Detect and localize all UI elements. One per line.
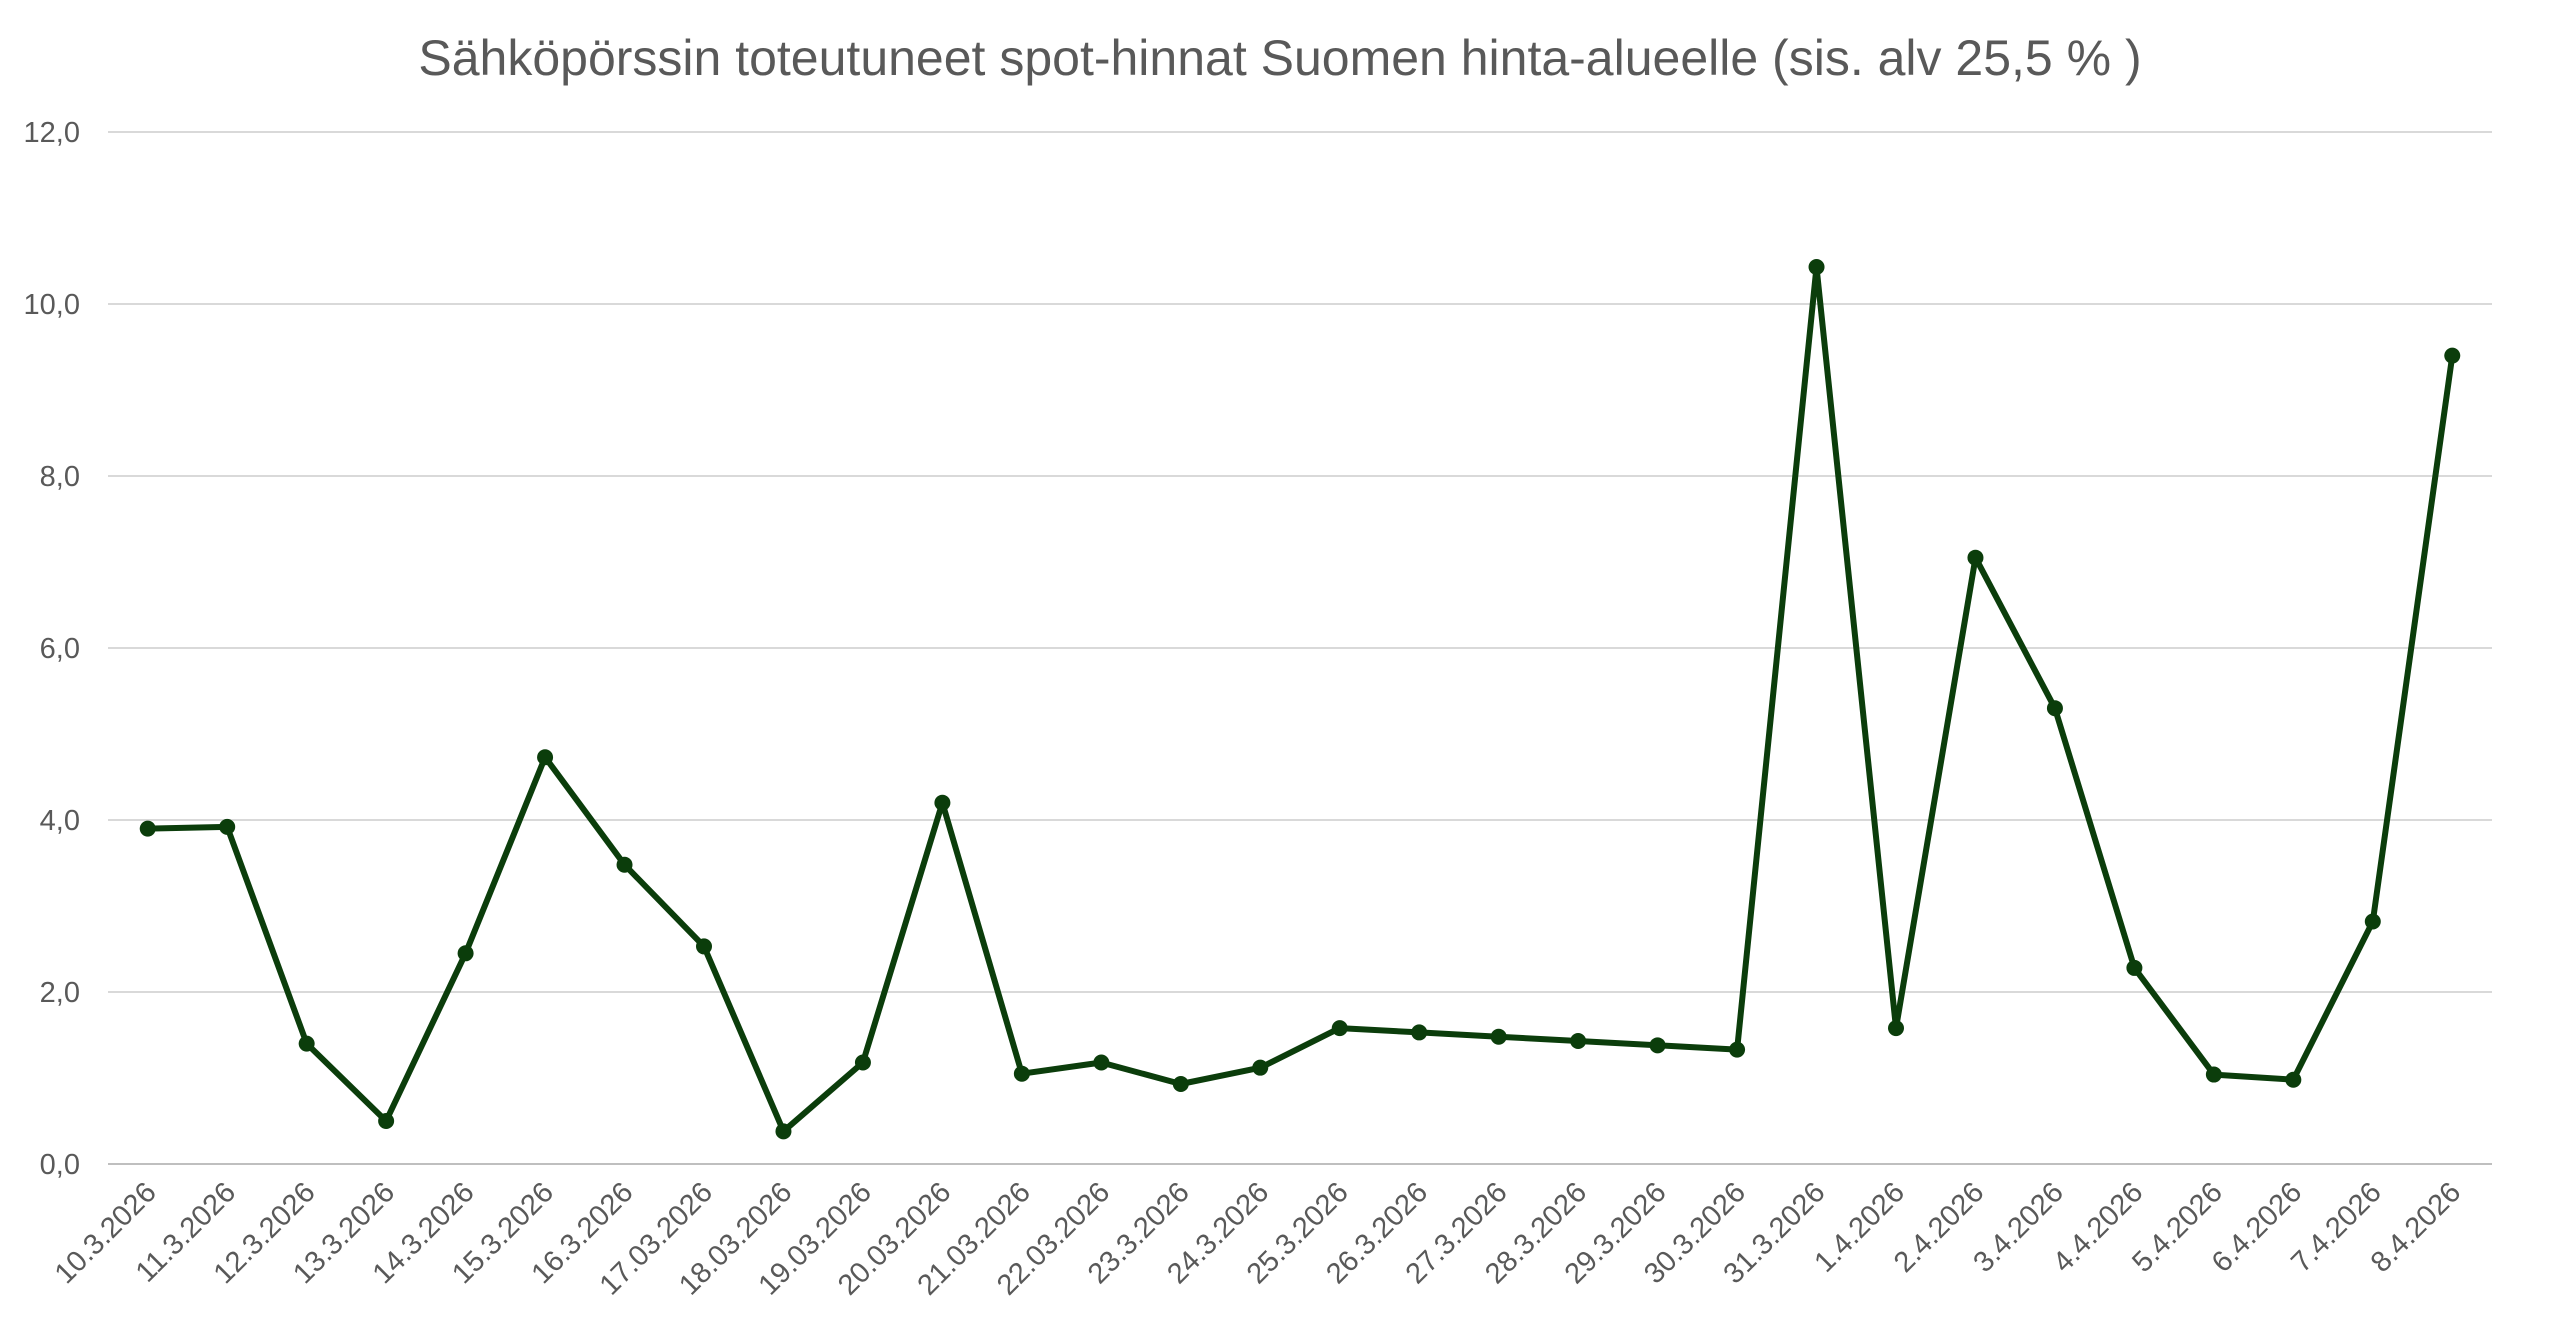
data-point: [616, 856, 633, 873]
data-point: [298, 1035, 315, 1052]
y-tick-label: 0,0: [40, 1149, 80, 1181]
data-point: [2126, 959, 2143, 976]
data-point: [1490, 1028, 1507, 1045]
data-point: [1649, 1037, 1666, 1054]
data-point: [1093, 1054, 1110, 1071]
data-point: [1013, 1065, 1030, 1082]
data-point: [1729, 1041, 1746, 1058]
data-point: [1331, 1020, 1348, 1037]
data-point: [2046, 700, 2063, 717]
y-tick-label: 8,0: [40, 461, 80, 493]
data-point: [1888, 1020, 1904, 1037]
data-point: [139, 820, 156, 837]
data-point: [1252, 1059, 1269, 1076]
y-tick-label: 4,0: [40, 805, 80, 837]
data-point: [696, 938, 712, 955]
data-point: [2444, 347, 2461, 364]
data-point: [457, 945, 474, 962]
data-point: [1411, 1024, 1428, 1041]
data-point: [1967, 549, 1984, 566]
data-point: [934, 794, 951, 811]
gridlines: [108, 131, 2492, 1165]
data-point: [854, 1054, 871, 1071]
data-point: [1570, 1033, 1587, 1050]
data-point: [537, 749, 554, 766]
y-tick-label: 10,0: [24, 289, 80, 321]
chart-title: Sähköpörssin toteutuneet spot-hinnat Suo…: [418, 30, 2141, 86]
data-point: [2285, 1071, 2302, 1088]
data-point: [775, 1123, 792, 1140]
data-point: [1808, 259, 1825, 276]
y-tick-label: 12,0: [24, 117, 80, 149]
data-point: [219, 818, 236, 835]
series-layer: [139, 259, 2461, 1140]
data-point: [2205, 1066, 2222, 1083]
y-tick-label: 2,0: [40, 977, 80, 1009]
y-axis-ticks: 0,0 2,0 4,0 6,0 8,0 10,0 12,0: [24, 117, 80, 1181]
y-tick-label: 6,0: [40, 633, 80, 665]
data-point: [2364, 913, 2381, 930]
data-point: [378, 1113, 395, 1129]
x-axis-ticks: 10.3.202611.3.202612.3.202613.3.202614.3…: [49, 1176, 2467, 1301]
series-line: [144, 264, 2456, 1135]
data-point: [1172, 1076, 1189, 1093]
